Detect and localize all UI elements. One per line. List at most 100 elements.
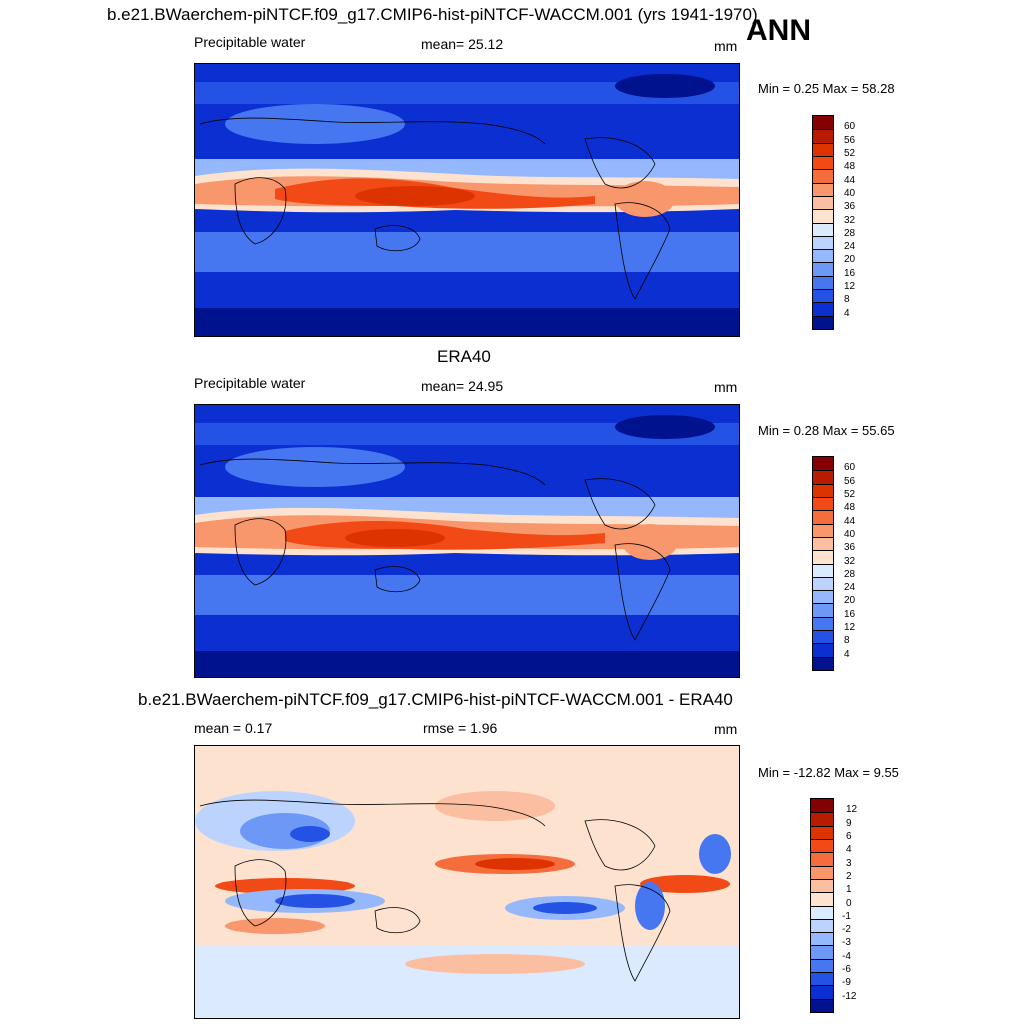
colorbar-segment — [811, 932, 833, 946]
colorbar-tick-label: 40 — [844, 528, 856, 540]
colorbar-tick-label: 16 — [844, 608, 856, 620]
colorbar-segment — [813, 603, 833, 617]
colorbar-tick-label: 6 — [846, 830, 852, 842]
colorbar-segment — [813, 590, 833, 604]
colorbar-segment — [811, 985, 833, 999]
colorbar-segment — [811, 918, 833, 933]
colorbar-segment — [813, 235, 833, 250]
panel3-map-svg — [195, 746, 739, 1018]
panel3-title: b.e21.BWaerchem-piNTCF.f09_g17.CMIP6-his… — [138, 690, 733, 709]
colorbar-tick-label: 12 — [846, 804, 858, 816]
colorbar-segment — [811, 945, 833, 959]
colorbar-tick-label: 36 — [844, 201, 856, 213]
colorbar-segment — [813, 656, 833, 670]
panel2-colorbar — [812, 456, 834, 671]
colorbar-tick-label: 40 — [844, 187, 856, 199]
panel1-map-svg — [195, 64, 739, 336]
colorbar-tick-label: 0 — [846, 897, 852, 909]
panel2-map — [194, 404, 740, 678]
colorbar-tick-label: 12 — [844, 622, 856, 634]
colorbar-segment — [813, 262, 833, 276]
colorbar-segment — [813, 182, 833, 196]
colorbar-tick-label: 56 — [844, 475, 856, 487]
colorbar-tick-label: 2 — [846, 870, 852, 882]
colorbar-tick-label: -2 — [842, 924, 851, 936]
panel1-variable-label: Precipitable water — [194, 34, 306, 50]
colorbar-segment — [811, 972, 833, 986]
colorbar-tick-label: 48 — [844, 502, 856, 514]
colorbar-tick-label: 32 — [844, 555, 856, 567]
colorbar-segment — [813, 169, 833, 183]
colorbar-tick-label: 20 — [844, 595, 856, 607]
colorbar-segment — [813, 129, 833, 143]
panel2-title: ERA40 — [437, 347, 491, 366]
colorbar-tick-label: 36 — [844, 542, 856, 554]
colorbar-segment — [811, 838, 833, 853]
colorbar-segment — [811, 812, 833, 826]
colorbar-tick-label: 52 — [844, 488, 856, 500]
panel3-rmse-label: rmse = 1.96 — [423, 720, 498, 736]
colorbar-segment — [811, 998, 833, 1012]
colorbar-tick-label: 4 — [844, 648, 850, 660]
colorbar-tick-label: 12 — [844, 281, 856, 293]
colorbar-segment — [813, 195, 833, 210]
colorbar-tick-label: -6 — [842, 964, 851, 976]
colorbar-segment — [811, 852, 833, 866]
panel1-title: b.e21.BWaerchem-piNTCF.f09_g17.CMIP6-his… — [107, 5, 758, 24]
colorbar-tick-label: 48 — [844, 161, 856, 173]
colorbar-tick-label: 24 — [844, 582, 856, 594]
panel2-minmax-label: Min = 0.28 Max = 55.65 — [758, 423, 895, 438]
colorbar-segment — [813, 222, 833, 236]
colorbar-tick-label: 32 — [844, 214, 856, 226]
colorbar-segment — [813, 576, 833, 591]
panel1-map — [194, 63, 740, 337]
panel1-mean-label: mean= 25.12 — [421, 36, 504, 52]
colorbar-tick-label: 44 — [844, 515, 856, 527]
colorbar-tick-label: 20 — [844, 254, 856, 266]
season-label: ANN — [746, 14, 811, 47]
colorbar-tick-label: -12 — [842, 990, 857, 1002]
colorbar-segment — [811, 905, 833, 919]
colorbar-tick-label: 52 — [844, 147, 856, 159]
panel2-mean-label: mean= 24.95 — [421, 378, 504, 394]
panel1-units-label: mm — [714, 38, 738, 54]
colorbar-segment — [813, 523, 833, 537]
colorbar-segment — [813, 142, 833, 156]
colorbar-tick-label: -9 — [842, 977, 851, 989]
colorbar-segment — [811, 892, 833, 906]
colorbar-segment — [813, 209, 833, 223]
colorbar-tick-label: 28 — [844, 227, 856, 239]
colorbar-segment — [813, 616, 833, 631]
colorbar-segment — [813, 457, 833, 471]
colorbar-tick-label: -3 — [842, 937, 851, 949]
panel3-units-label: mm — [714, 721, 738, 737]
colorbar-tick-label: 60 — [844, 462, 856, 474]
colorbar-tick-label: -4 — [842, 950, 851, 962]
colorbar-segment — [813, 315, 833, 329]
colorbar-segment — [813, 550, 833, 564]
colorbar-tick-label: 8 — [844, 294, 850, 306]
colorbar-segment — [811, 865, 833, 879]
colorbar-tick-label: 16 — [844, 267, 856, 279]
panel2-variable-label: Precipitable water — [194, 375, 306, 391]
colorbar-tick-label: 8 — [844, 635, 850, 647]
colorbar-segment — [811, 958, 833, 973]
colorbar-tick-label: 4 — [846, 844, 852, 856]
colorbar-segment — [813, 643, 833, 657]
colorbar-tick-label: 3 — [846, 857, 852, 869]
colorbar-tick-label: 56 — [844, 134, 856, 146]
colorbar-tick-label: 28 — [844, 568, 856, 580]
colorbar-tick-label: 4 — [844, 307, 850, 319]
colorbar-segment — [813, 275, 833, 290]
panel1-minmax-label: Min = 0.25 Max = 58.28 — [758, 81, 895, 96]
colorbar-segment — [813, 470, 833, 484]
colorbar-tick-label: 44 — [844, 174, 856, 186]
panel2-units-label: mm — [714, 379, 738, 395]
colorbar-segment — [813, 483, 833, 497]
colorbar-segment — [813, 302, 833, 316]
colorbar-segment — [813, 510, 833, 524]
panel2-map-svg — [195, 405, 739, 677]
colorbar-tick-label: 24 — [844, 241, 856, 253]
colorbar-tick-label: 9 — [846, 817, 852, 829]
colorbar-segment — [811, 799, 833, 813]
